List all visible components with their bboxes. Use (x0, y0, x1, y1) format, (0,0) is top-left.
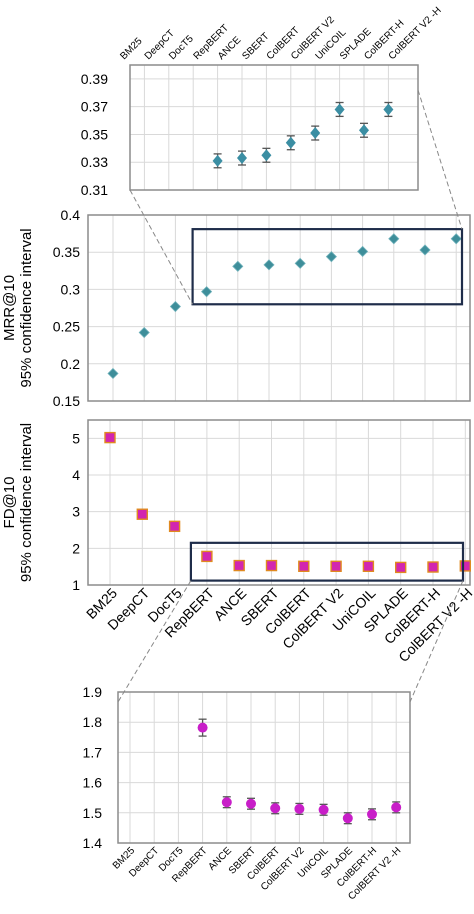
mrr-zoom-category-label: BM25 (118, 36, 145, 63)
fd-highlight-box (189, 541, 465, 582)
fd-point (168, 520, 181, 533)
mrr-highlight-box (191, 228, 464, 306)
mrr-zoom-connector-left (129, 189, 194, 305)
mrr_zoom-ytick-label: 0.31 (81, 182, 108, 198)
mrr-point (201, 286, 213, 298)
mrr_zoom-ytick-label: 0.37 (81, 99, 108, 115)
mrr-zoom-point (334, 103, 345, 116)
fd-zoom-point (342, 813, 353, 824)
mrr_zoom-ytick-label: 0.39 (81, 71, 108, 87)
fd-point (265, 559, 278, 572)
mrr-ylabel: MRR@10 (1, 275, 18, 341)
mrr-plot-area (88, 215, 470, 401)
fd-point (427, 561, 439, 573)
fd_zoom-ytick-label: 1.6 (83, 775, 103, 791)
mrr_zoom-panel: 0.390.370.350.330.31BM25DeepCTDocT5RepBE… (81, 5, 444, 198)
fd-ylabel: FD@10 (1, 477, 18, 529)
mrr-point (263, 259, 275, 271)
mrr-zoom-point (359, 124, 369, 137)
fd-zoom-point (221, 797, 232, 808)
mrr-panel: 0.4 0.35 0.3 0.25 0.2 0.15 MRR@10 95% confidenc… (1, 207, 471, 409)
mrr-point (107, 367, 119, 380)
fd-ylabel-ci: 95% confidence interval (18, 423, 35, 582)
fd_zoom-ytick-label: 1.5 (83, 805, 103, 821)
mrr-point (232, 260, 244, 272)
mrr-zoom-point (212, 154, 223, 167)
fd-ytick-label: 4 (72, 467, 80, 483)
fd-frame (87, 419, 471, 586)
fd_zoom-ytick-label: 1.4 (83, 835, 103, 851)
mrr-zoom-point (310, 127, 321, 140)
fd-zoom-point (391, 802, 402, 813)
fd-point (201, 550, 213, 563)
fd_zoom-ytick-label: 1.7 (83, 744, 103, 760)
mrr-frame (87, 214, 471, 402)
fd_zoom-plot-area (118, 692, 410, 843)
fd-point (136, 508, 149, 520)
mrr-point (388, 233, 400, 245)
mrr-point (357, 245, 369, 258)
mrr-point (169, 300, 181, 313)
mrr_zoom-ytick-label: 0.33 (81, 154, 108, 170)
fd-ytick-label: 3 (72, 504, 80, 520)
mrr-ytick-label: 0.15 (53, 393, 80, 409)
mrr-point (325, 251, 337, 263)
fd-point (330, 560, 342, 572)
fd-zoom-point (197, 722, 208, 733)
fd-plot-area (88, 420, 470, 585)
fd_zoom-ytick-label: 1.9 (83, 684, 103, 700)
fd-point (362, 560, 375, 572)
mrr-point (294, 257, 306, 269)
fd_zoom-ytick-label: 1.8 (83, 714, 103, 730)
mrr-zoom-point (383, 103, 394, 116)
mrr-zoom-point (261, 149, 272, 162)
mrr-point (419, 244, 431, 256)
fd-zoom-point (294, 803, 305, 814)
fd_zoom-frame (117, 691, 411, 844)
fd-zoom-point (318, 804, 329, 815)
fd-point (459, 560, 471, 572)
mrr-ytick-label: 0.25 (53, 319, 80, 335)
fd-point (395, 561, 407, 574)
mrr-zoom-point (237, 152, 247, 165)
fd-zoom-connector-right (409, 580, 464, 703)
mrr-ytick-label: 0.4 (61, 207, 81, 223)
fd-point (233, 559, 245, 572)
mrr-point (450, 233, 462, 245)
mrr-ytick-label: 0.2 (61, 356, 81, 372)
mrr_zoom-frame (129, 64, 419, 191)
fd-point (104, 431, 116, 444)
mrr_zoom-plot-area (130, 65, 418, 190)
mrr-ytick-label: 0.35 (53, 244, 80, 260)
fd-ytick-label: 1 (72, 577, 80, 593)
mrr-zoom-point (285, 136, 296, 149)
fd-zoom-point (270, 803, 281, 814)
fd-ytick-label: 5 (72, 430, 80, 446)
mrr-zoom-connector-right (417, 89, 463, 230)
fd_zoom-panel: 1.91.81.71.61.51.4BM25DeepCTDocT5RepBERT… (83, 684, 411, 902)
fd-zoom-point (246, 798, 256, 809)
fd-ytick-label: 2 (72, 540, 80, 556)
mrr-ylabel-ci: 95% confidence interval (18, 228, 35, 387)
mrr-ytick-label: 0.3 (61, 281, 81, 297)
mrr_zoom-ytick-label: 0.35 (81, 126, 108, 142)
fd-zoom-point (367, 809, 377, 820)
fd-point (298, 560, 310, 572)
mrr-point (138, 326, 150, 339)
